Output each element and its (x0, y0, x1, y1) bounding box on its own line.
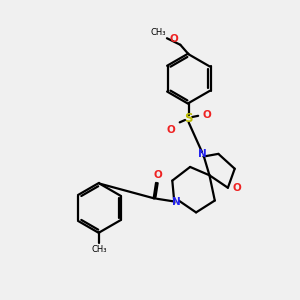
Text: S: S (184, 112, 193, 125)
Text: O: O (232, 183, 241, 193)
Text: N: N (172, 197, 181, 207)
Text: N: N (198, 149, 206, 160)
Text: O: O (166, 125, 175, 135)
Text: CH₃: CH₃ (92, 245, 107, 254)
Text: CH₃: CH₃ (150, 28, 166, 37)
Text: O: O (170, 34, 178, 44)
Text: O: O (202, 110, 211, 120)
Text: O: O (153, 170, 162, 180)
